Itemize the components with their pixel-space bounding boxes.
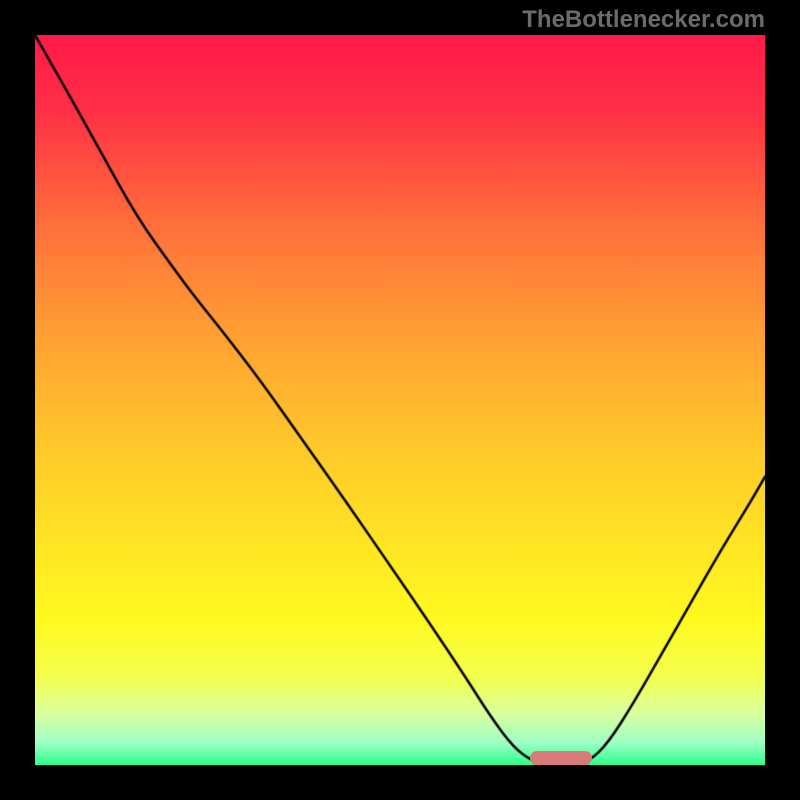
watermark-text: TheBottlenecker.com — [522, 6, 765, 34]
bottleneck-curve — [35, 35, 765, 765]
optimal-range-marker — [530, 751, 592, 765]
chart-container: TheBottlenecker.com — [0, 0, 800, 800]
plot-area — [35, 35, 765, 765]
